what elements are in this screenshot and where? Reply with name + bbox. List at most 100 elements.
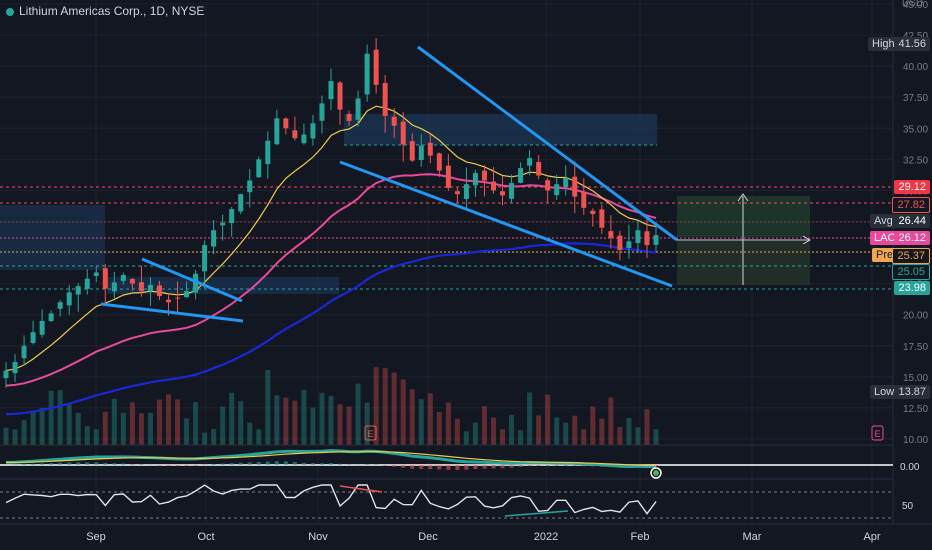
price-tick-label: 15.00: [903, 373, 928, 384]
candle-body: [445, 165, 451, 188]
avg-label: Avg: [870, 214, 897, 228]
candle-body: [301, 134, 307, 144]
volume-bar: [310, 407, 316, 445]
low-value-badge: 13.87: [894, 385, 930, 399]
rsi-divergence-bear: [339, 485, 383, 493]
trendline-flag-top[interactable]: [141, 257, 243, 303]
volume-bar: [500, 429, 506, 445]
volume-bar: [3, 427, 9, 445]
candles: [3, 38, 659, 388]
time-tick-label: Dec: [418, 531, 438, 543]
time-axis[interactable]: Sep Oct Nov Dec 2022 Feb Mar Apr: [86, 531, 881, 543]
macd-hist-bar: [518, 465, 523, 467]
candle-body: [653, 235, 659, 245]
candle-body: [599, 209, 605, 228]
lac-price-badge: 26.12: [894, 231, 930, 245]
volume-bar: [274, 395, 280, 445]
macd-hist-bar: [256, 461, 261, 465]
avg-price-badge: 26.44: [894, 214, 930, 228]
ema-fast-line: [5, 105, 657, 372]
candle-body: [491, 181, 496, 191]
volume-bar: [373, 367, 379, 445]
macd-hist-bar: [265, 461, 270, 465]
candle-body: [472, 173, 478, 186]
high-label: High: [868, 37, 899, 51]
candle-body: [93, 272, 99, 276]
macd-hist-bar: [67, 462, 72, 465]
macd-hist-bar: [392, 465, 397, 467]
candle-body: [220, 222, 226, 226]
symbol-title[interactable]: Lithium Americas Corp., 1D, NYSE: [6, 4, 204, 18]
macd-hist-bar: [175, 465, 180, 467]
macd-hist-bar: [85, 462, 90, 465]
macd-hist-bar: [383, 465, 388, 466]
volume-bar: [626, 417, 632, 445]
macd-hist-bar: [419, 465, 424, 469]
macd-hist-bar: [40, 463, 45, 465]
volume-bar: [21, 420, 27, 445]
macd-hist-bar: [184, 465, 189, 467]
candle-body: [229, 209, 235, 224]
stop-price-badge: 23.98: [894, 281, 930, 295]
candle-body: [274, 118, 280, 145]
rsi-line: [5, 484, 657, 515]
volume-bar: [527, 392, 533, 445]
candle-body: [382, 83, 388, 116]
candle-body: [129, 279, 135, 284]
candle-body: [373, 49, 379, 85]
volume-bar: [84, 426, 90, 445]
candle-body: [238, 194, 244, 212]
volume-bars: [3, 367, 659, 445]
trendline-wedge-top[interactable]: [417, 45, 678, 242]
macd-cross-marker: [650, 467, 662, 479]
rsi-divergence-bull: [504, 510, 569, 517]
volume-bar: [337, 404, 343, 445]
volume-bar: [409, 389, 415, 445]
macd-hist-bar: [500, 465, 505, 469]
macd-hist-bar: [365, 464, 370, 465]
candle-body: [292, 130, 298, 139]
macd-hist-bar: [581, 465, 586, 467]
macd-hist-bar: [31, 463, 36, 465]
candle-body: [626, 241, 632, 249]
rsi-axis-label: 50: [902, 501, 914, 512]
volume-bar: [166, 394, 171, 445]
macd-hist-bar: [103, 462, 108, 465]
candle-body: [111, 282, 117, 292]
macd-hist-bar: [446, 465, 451, 470]
time-tick-label: Sep: [86, 531, 106, 543]
price-tick-label: 32.50: [903, 155, 928, 166]
volume-bar: [93, 429, 99, 445]
macd-hist-bar: [121, 463, 126, 465]
time-tick-label: 2022: [534, 531, 558, 543]
candle-body: [409, 141, 415, 161]
candle-body: [184, 291, 190, 298]
volume-bar: [184, 418, 190, 445]
macd-line: [5, 449, 657, 469]
candle-body: [463, 184, 469, 199]
volume-bar: [283, 397, 289, 445]
candle-body: [21, 345, 27, 359]
candle-body: [211, 230, 217, 247]
volume-bar: [102, 411, 108, 445]
volume-bar: [247, 422, 253, 445]
volume-bar: [220, 406, 226, 445]
volume-bar: [301, 389, 307, 445]
volume-bar: [445, 402, 451, 445]
macd-hist-bar: [76, 462, 81, 465]
trendline-wedge-bottom[interactable]: [339, 160, 673, 288]
trendline-flag-bottom[interactable]: [100, 302, 244, 323]
candle-body: [48, 313, 54, 322]
earnings-marker-2[interactable]: E: [871, 425, 884, 441]
candle-body: [635, 230, 641, 244]
target-price-badge: 29.12: [894, 180, 930, 194]
trendlines[interactable]: [100, 45, 678, 323]
candle-body: [563, 178, 569, 187]
high-value-badge: 41.56: [894, 37, 930, 51]
volume-bar: [156, 399, 162, 445]
volume-bar: [147, 412, 153, 445]
macd-hist-bar: [229, 463, 234, 465]
volume-bar: [617, 427, 623, 445]
earnings-marker-1[interactable]: E: [364, 425, 377, 441]
